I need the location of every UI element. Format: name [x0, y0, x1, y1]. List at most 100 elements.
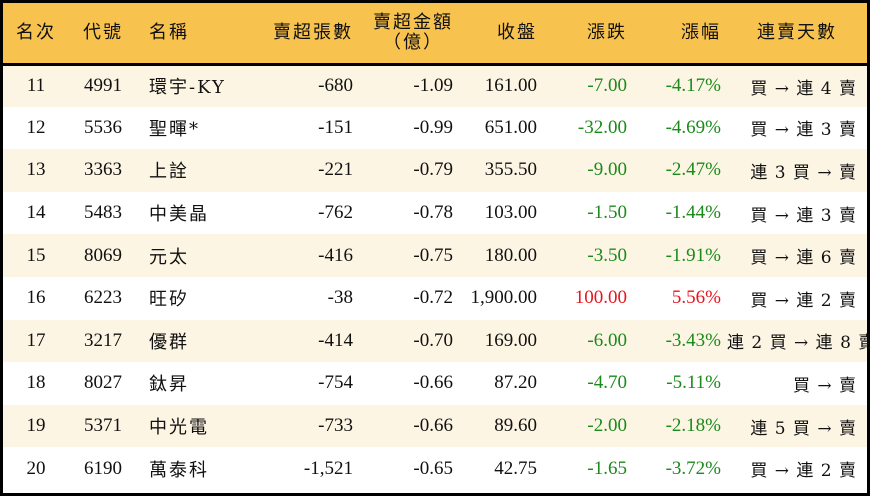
rank-cell: 15 — [26, 244, 46, 266]
net-sell-lots-cell: -733 — [318, 415, 353, 437]
change-cell: -3.50 — [587, 244, 627, 266]
streak-cell: 買 → 連 6 賣 — [750, 248, 857, 269]
net-sell-amount-cell: -0.70 — [413, 329, 453, 351]
streak-cell: 買 → 連 2 賣 — [750, 461, 857, 482]
name-cell: 優群 — [149, 331, 189, 353]
rank-cell: 17 — [26, 329, 46, 351]
change-pct-cell: -3.43% — [665, 329, 721, 351]
change-cell: -32.00 — [577, 116, 627, 138]
name-cell: 鈦昇 — [149, 374, 189, 396]
net-sell-lots-cell: -414 — [318, 329, 353, 351]
close-price-cell: 42.75 — [494, 457, 537, 479]
streak-cell: 連 2 買 → 連 8 賣 — [727, 333, 870, 354]
code-cell: 8027 — [84, 372, 122, 394]
close-price-cell: 180.00 — [484, 244, 537, 266]
net-sell-lots-cell: -762 — [318, 202, 353, 224]
streak-cell: 連 5 買 → 賣 — [750, 418, 857, 439]
change-pct-cell: -1.91% — [665, 244, 721, 266]
close-price-cell: 161.00 — [484, 75, 537, 97]
name-cell: 聖暉* — [149, 118, 200, 140]
streak-cell: 買 → 連 4 賣 — [750, 78, 857, 99]
change-pct-cell: 5.56% — [671, 287, 721, 309]
streak-cell: 買 → 連 2 賣 — [750, 290, 857, 311]
change-pct-cell: -3.72% — [665, 457, 721, 479]
close-price-cell: 89.60 — [494, 415, 537, 437]
name-cell: 元太 — [149, 246, 189, 268]
code-cell: 5483 — [84, 202, 122, 224]
header-name: 名稱 — [149, 21, 189, 43]
table-row: 11 4991 環宇-KY -680 -1.09 161.00 -7.00 -4… — [3, 64, 867, 107]
change-cell: -9.00 — [587, 159, 627, 181]
net-sell-lots-cell: -1,521 — [303, 457, 353, 479]
net-sell-ranking-table: 名次 代號 名稱 賣超張數 賣超金額 （億） 收盤 漲跌 漲幅 連賣天數 11 … — [3, 3, 870, 490]
net-sell-amount-cell: -1.09 — [413, 75, 453, 97]
net-sell-lots-cell: -221 — [318, 159, 353, 181]
rank-cell: 12 — [26, 116, 46, 138]
close-price-cell: 103.00 — [484, 202, 537, 224]
code-cell: 8069 — [84, 244, 122, 266]
header-net-sell-lots: 賣超張數 — [273, 21, 353, 43]
net-sell-amount-cell: -0.99 — [413, 116, 453, 138]
streak-cell: 連 3 買 → 賣 — [750, 162, 857, 183]
change-pct-cell: -4.17% — [665, 75, 721, 97]
rank-cell: 20 — [26, 457, 46, 479]
name-cell: 旺矽 — [149, 289, 189, 311]
close-price-cell: 169.00 — [484, 329, 537, 351]
header-streak: 連賣天數 — [757, 21, 837, 43]
net-sell-lots-cell: -151 — [318, 116, 353, 138]
change-cell: -6.00 — [587, 329, 627, 351]
close-price-cell: 1,900.00 — [470, 287, 538, 309]
table-row: 13 3363 上詮 -221 -0.79 355.50 -9.00 -2.47… — [3, 149, 867, 192]
net-sell-amount-cell: -0.75 — [413, 244, 453, 266]
net-sell-lots-cell: -754 — [318, 372, 353, 394]
rank-cell: 14 — [26, 202, 46, 224]
code-cell: 3363 — [84, 159, 122, 181]
table-row: 14 5483 中美晶 -762 -0.78 103.00 -1.50 -1.4… — [3, 191, 867, 235]
name-cell: 上詮 — [149, 161, 189, 183]
code-cell: 3217 — [84, 329, 122, 351]
net-sell-amount-cell: -0.66 — [413, 415, 453, 437]
table-row: 12 5536 聖暉* -151 -0.99 651.00 -32.00 -4.… — [3, 106, 867, 150]
rank-cell: 19 — [26, 415, 46, 437]
net-sell-lots-cell: -680 — [318, 75, 353, 97]
change-cell: -4.70 — [587, 372, 627, 394]
name-cell: 中光電 — [149, 417, 209, 439]
table-row: 15 8069 元太 -416 -0.75 180.00 -3.50 -1.91… — [3, 234, 867, 277]
table-row: 19 5371 中光電 -733 -0.66 89.60 -2.00 -2.18… — [3, 404, 867, 448]
change-pct-cell: -2.18% — [665, 415, 721, 437]
net-sell-amount-cell: -0.66 — [413, 372, 453, 394]
table-row: 18 8027 鈦昇 -754 -0.66 87.20 -4.70 -5.11%… — [3, 362, 867, 405]
header-net-sell-amount-line2: （億） — [383, 31, 443, 53]
name-cell: 萬泰科 — [149, 459, 209, 481]
code-cell: 6223 — [84, 287, 122, 309]
streak-cell: 買 → 賣 — [792, 375, 857, 396]
header-close: 收盤 — [497, 21, 537, 43]
code-cell: 4991 — [84, 75, 122, 97]
table-row: 20 6190 萬泰科 -1,521 -0.65 42.75 -1.65 -3.… — [3, 447, 867, 490]
change-cell: -2.00 — [587, 415, 627, 437]
close-price-cell: 87.20 — [494, 372, 537, 394]
code-cell: 5371 — [84, 415, 122, 437]
rank-cell: 18 — [26, 372, 46, 394]
net-sell-amount-cell: -0.79 — [413, 159, 453, 181]
rank-cell: 11 — [26, 75, 46, 97]
rank-cell: 16 — [26, 287, 46, 309]
header-rank: 名次 — [16, 21, 56, 43]
change-pct-cell: -4.69% — [665, 116, 721, 138]
change-cell: -1.50 — [587, 202, 627, 224]
table-row: 17 3217 優群 -414 -0.70 169.00 -6.00 -3.43… — [3, 319, 870, 363]
header-change: 漲跌 — [587, 21, 627, 43]
change-pct-cell: -1.44% — [665, 202, 721, 224]
code-cell: 5536 — [84, 116, 122, 138]
header-net-sell-amount-line1: 賣超金額 — [373, 11, 453, 33]
rank-cell: 13 — [26, 159, 46, 181]
net-sell-lots-cell: -38 — [327, 287, 353, 309]
table-row: 16 6223 旺矽 -38 -0.72 1,900.00 100.00 5.5… — [3, 276, 867, 320]
close-price-cell: 651.00 — [484, 116, 537, 138]
change-cell: -7.00 — [587, 75, 627, 97]
header-net-sell-amount: 賣超金額 （億） — [355, 3, 455, 64]
header-change-pct: 漲幅 — [681, 21, 721, 43]
net-sell-amount-cell: -0.72 — [413, 287, 453, 309]
net-sell-amount-cell: -0.65 — [413, 457, 453, 479]
